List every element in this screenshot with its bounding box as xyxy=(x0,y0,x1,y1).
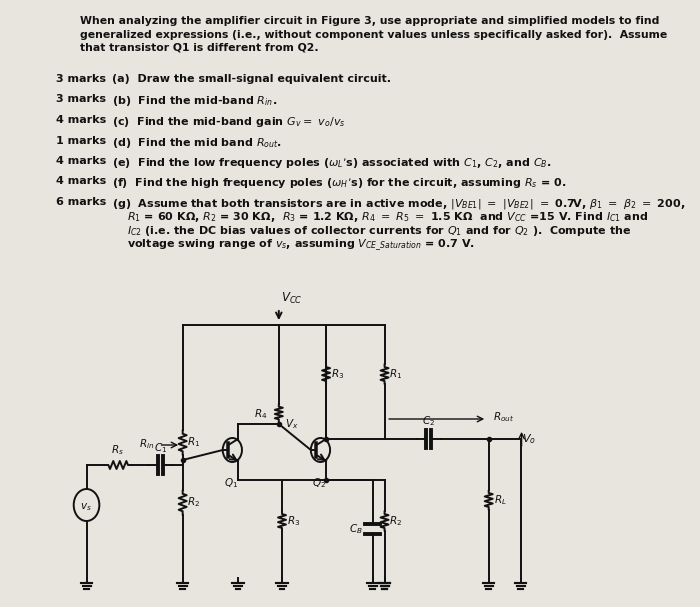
Text: $R_L$: $R_L$ xyxy=(494,493,506,507)
Text: generalized expressions (i.e., without component values unless specifically aske: generalized expressions (i.e., without c… xyxy=(80,30,667,39)
Text: $C_B$: $C_B$ xyxy=(349,522,363,536)
Text: (c)  Find the mid-band gain $G_{v}$$=$ $v_o/v_s$: (c) Find the mid-band gain $G_{v}$$=$ $v… xyxy=(112,115,346,129)
Text: $R_3$: $R_3$ xyxy=(287,514,300,528)
Text: $R_1$: $R_1$ xyxy=(389,367,402,381)
Text: (e)  Find the low frequency poles ($\omega_L$’s) associated with $C_1$, $C_2$, a: (e) Find the low frequency poles ($\omeg… xyxy=(112,156,552,170)
Text: $V_{CC}$: $V_{CC}$ xyxy=(281,291,302,306)
Text: voltage swing range of $v_s$, assuming $V_{CE\_Saturation}$ = 0.7 V.: voltage swing range of $v_s$, assuming $… xyxy=(127,237,475,253)
Text: $Q_1$: $Q_1$ xyxy=(224,476,238,490)
Text: $R_s$: $R_s$ xyxy=(111,443,124,457)
Text: (a)  Draw the small-signal equivalent circuit.: (a) Draw the small-signal equivalent cir… xyxy=(112,74,391,84)
Text: $R_1$: $R_1$ xyxy=(188,435,201,449)
Text: (f)  Find the high frequency poles ($\omega_H$’s) for the circuit, assuming $R_s: (f) Find the high frequency poles ($\ome… xyxy=(112,177,566,191)
Text: (g)  Assume that both transistors are in active mode, $|V_{BE1}|$ $=$ $|V_{BE2}|: (g) Assume that both transistors are in … xyxy=(112,197,685,211)
Text: $R_1$ = 60 KΩ, $R_2$ = 30 KΩ,  $R_3$ = 1.2 KΩ, $R_4$ $=$ $R_5$ $=$ 1.5 KΩ  and $: $R_1$ = 60 KΩ, $R_2$ = 30 KΩ, $R_3$ = 1.… xyxy=(127,211,648,225)
Text: $Q_2$: $Q_2$ xyxy=(312,476,326,490)
Text: $R_4$: $R_4$ xyxy=(254,407,267,421)
Text: 3 marks: 3 marks xyxy=(56,95,106,104)
Text: 4 marks: 4 marks xyxy=(56,156,106,166)
Text: $v_s$: $v_s$ xyxy=(80,501,92,513)
Text: $V_o$: $V_o$ xyxy=(522,432,536,446)
Text: $I_{C2}$ (i.e. the DC bias values of collector currents for $Q_1$ and for $Q_2$ : $I_{C2}$ (i.e. the DC bias values of col… xyxy=(127,224,631,238)
Text: 4 marks: 4 marks xyxy=(56,115,106,125)
Text: 4 marks: 4 marks xyxy=(56,177,106,186)
Text: $C_1$: $C_1$ xyxy=(153,441,167,455)
Text: When analyzing the amplifier circuit in Figure 3, use appropriate and simplified: When analyzing the amplifier circuit in … xyxy=(80,16,659,26)
Text: $R_{out}$: $R_{out}$ xyxy=(493,410,514,424)
Text: 1 marks: 1 marks xyxy=(56,135,106,146)
Text: $R_3$: $R_3$ xyxy=(331,367,344,381)
Text: $R_{in}$: $R_{in}$ xyxy=(139,437,155,451)
Text: 3 marks: 3 marks xyxy=(56,74,106,84)
Text: (b)  Find the mid-band $R_{in}$.: (b) Find the mid-band $R_{in}$. xyxy=(112,95,277,109)
Text: $V_x$: $V_x$ xyxy=(285,417,299,431)
Text: (d)  Find the mid band $R_{out}$.: (d) Find the mid band $R_{out}$. xyxy=(112,135,282,149)
Text: $R_2$: $R_2$ xyxy=(188,495,200,509)
Text: that transistor Q1 is different from Q2.: that transistor Q1 is different from Q2. xyxy=(80,43,318,53)
Text: $R_2$: $R_2$ xyxy=(389,514,402,528)
Text: $C_2$: $C_2$ xyxy=(422,414,435,428)
Text: 6 marks: 6 marks xyxy=(56,197,106,207)
